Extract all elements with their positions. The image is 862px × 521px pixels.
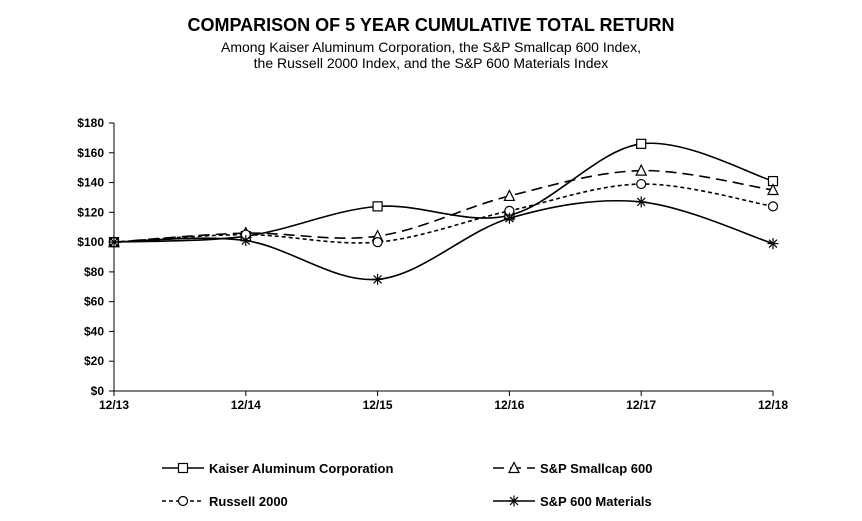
legend-item-s-p-600-materials: S&P 600 Materials bbox=[493, 494, 652, 509]
asterisk-stroke bbox=[509, 496, 519, 506]
data-point-kaiser-aluminum-corporation bbox=[372, 201, 383, 212]
y-tick-label: $60 bbox=[84, 295, 104, 309]
series-lines bbox=[108, 138, 779, 285]
legend-label: Russell 2000 bbox=[209, 494, 288, 509]
y-tick-label: $120 bbox=[77, 205, 104, 219]
chart-subtitle-line-2: the Russell 2000 Index, and the S&P 600 … bbox=[253, 55, 609, 71]
chart-axes: $0 $20 $40 $60 $80 $100 $120 $140 $160 $180 12/13 1… bbox=[77, 116, 788, 412]
data-point-s-p-600-materials bbox=[108, 236, 120, 248]
y-tick-label: $100 bbox=[77, 235, 104, 249]
data-point-s-p-smallcap-600 bbox=[635, 163, 648, 176]
asterisk-stroke bbox=[373, 274, 382, 284]
x-tick-label: 12/18 bbox=[758, 398, 788, 412]
series-line-s-p-600-materials bbox=[113, 199, 774, 281]
data-point-russell-2000 bbox=[636, 178, 647, 190]
x-tick-label: 12/16 bbox=[494, 398, 524, 412]
legend-swatch-marker bbox=[508, 495, 520, 507]
asterisk-stroke bbox=[768, 239, 778, 248]
data-point-s-p-smallcap-600 bbox=[503, 189, 516, 202]
chart-subtitle-line-1: Among Kaiser Aluminum Corporation, the S… bbox=[221, 39, 641, 55]
data-point-s-p-smallcap-600 bbox=[767, 183, 779, 196]
legend-label: S&P Smallcap 600 bbox=[540, 461, 653, 476]
legend-swatch-marker bbox=[177, 462, 189, 474]
series-s-p-600-materials bbox=[108, 196, 779, 285]
x-tick-label: 12/17 bbox=[626, 398, 656, 412]
data-point-s-p-600-materials bbox=[503, 212, 515, 224]
chart-legend: Kaiser Aluminum Corporation S&P Smallcap … bbox=[162, 461, 653, 509]
data-point-kaiser-aluminum-corporation bbox=[636, 138, 647, 149]
legend-item-s-p-smallcap-600: S&P Smallcap 600 bbox=[493, 461, 653, 476]
series-s-p-smallcap-600 bbox=[108, 163, 779, 248]
x-tick-label: 12/14 bbox=[231, 398, 261, 412]
legend-label: S&P 600 Materials bbox=[540, 494, 652, 509]
y-tick-label: $20 bbox=[84, 354, 104, 368]
x-tick-label: 12/15 bbox=[363, 398, 393, 412]
y-tick-label: $140 bbox=[77, 176, 104, 190]
legend-label: Kaiser Aluminum Corporation bbox=[209, 461, 393, 476]
x-tick-label: 12/13 bbox=[99, 398, 129, 412]
data-point-s-p-600-materials bbox=[767, 238, 779, 250]
y-tick-label: $160 bbox=[77, 146, 104, 160]
series-line-russell-2000 bbox=[113, 183, 774, 244]
chart-title: COMPARISON OF 5 YEAR CUMULATIVE TOTAL RE… bbox=[187, 15, 675, 35]
y-tick-label: $180 bbox=[77, 116, 104, 130]
legend-item-russell-2000: Russell 2000 bbox=[162, 494, 288, 509]
legend-item-kaiser-aluminum-corporation: Kaiser Aluminum Corporation bbox=[162, 461, 393, 476]
legend-swatch-marker bbox=[177, 495, 189, 507]
asterisk-stroke bbox=[505, 213, 514, 223]
y-tick-label: $80 bbox=[84, 265, 104, 279]
data-point-russell-2000 bbox=[372, 237, 383, 248]
series-line-s-p-smallcap-600 bbox=[113, 169, 774, 243]
asterisk-stroke bbox=[109, 237, 119, 247]
legend-swatch-marker bbox=[508, 461, 520, 474]
asterisk-stroke bbox=[636, 197, 646, 207]
data-point-s-p-600-materials bbox=[372, 273, 384, 285]
series-kaiser-aluminum-corporation bbox=[108, 138, 779, 248]
data-point-s-p-600-materials bbox=[635, 196, 647, 208]
y-tick-label: $40 bbox=[84, 324, 104, 338]
data-point-s-p-600-materials bbox=[240, 235, 252, 247]
asterisk-stroke bbox=[241, 236, 251, 246]
data-point-russell-2000 bbox=[767, 201, 779, 212]
y-tick-label: $0 bbox=[91, 384, 105, 398]
series-line-kaiser-aluminum-corporation bbox=[113, 142, 774, 243]
